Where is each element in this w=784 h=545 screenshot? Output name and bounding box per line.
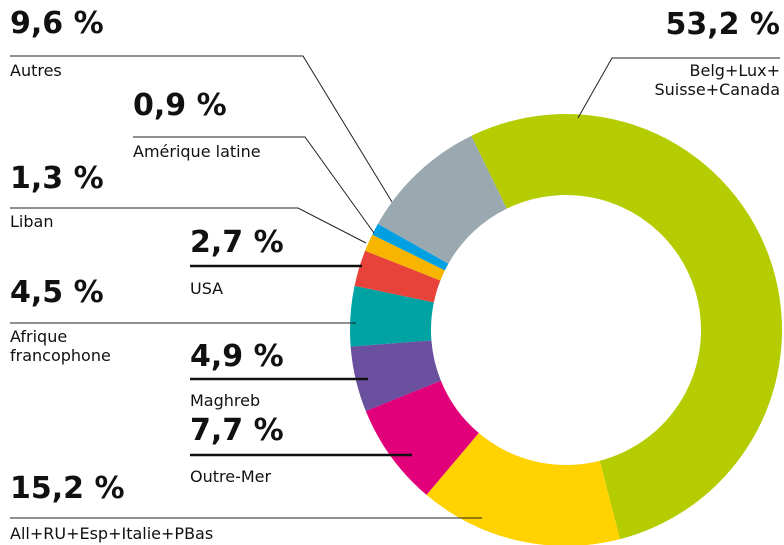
- donut-segment: [349, 285, 434, 347]
- value-label: 9,6 %: [10, 6, 104, 41]
- category-label: All+RU+Esp+Italie+PBas: [10, 524, 213, 543]
- leader-line: [577, 57, 780, 119]
- value-label: 2,7 %: [190, 225, 284, 260]
- category-label: Liban: [10, 212, 53, 231]
- category-label: Afrique francophone: [10, 327, 111, 365]
- value-label: 4,9 %: [190, 339, 284, 374]
- value-label: 0,9 %: [133, 88, 227, 123]
- leader-line: [10, 207, 367, 244]
- donut-segment: [350, 340, 441, 412]
- category-label: Outre-Mer: [190, 467, 272, 486]
- value-label: 1,3 %: [10, 161, 104, 196]
- value-label: 15,2 %: [10, 471, 125, 506]
- donut-segment: [365, 380, 479, 495]
- donut-segment: [471, 113, 783, 540]
- donut-segment: [365, 234, 445, 281]
- leader-line: [10, 55, 393, 203]
- donut-segment: [354, 250, 441, 303]
- leader-line: [133, 136, 375, 234]
- value-label: 53,2 %: [665, 7, 780, 42]
- donut-segment: [426, 433, 621, 545]
- donut-segment: [372, 223, 449, 271]
- category-label: Belg+Lux+ Suisse+Canada: [654, 61, 780, 99]
- value-label: 4,5 %: [10, 275, 104, 310]
- category-label: Amérique latine: [133, 142, 261, 161]
- category-label: Maghreb: [190, 391, 260, 410]
- donut-segment: [377, 135, 507, 264]
- category-label: Autres: [10, 61, 62, 80]
- category-label: USA: [190, 279, 223, 298]
- value-label: 7,7 %: [190, 413, 284, 448]
